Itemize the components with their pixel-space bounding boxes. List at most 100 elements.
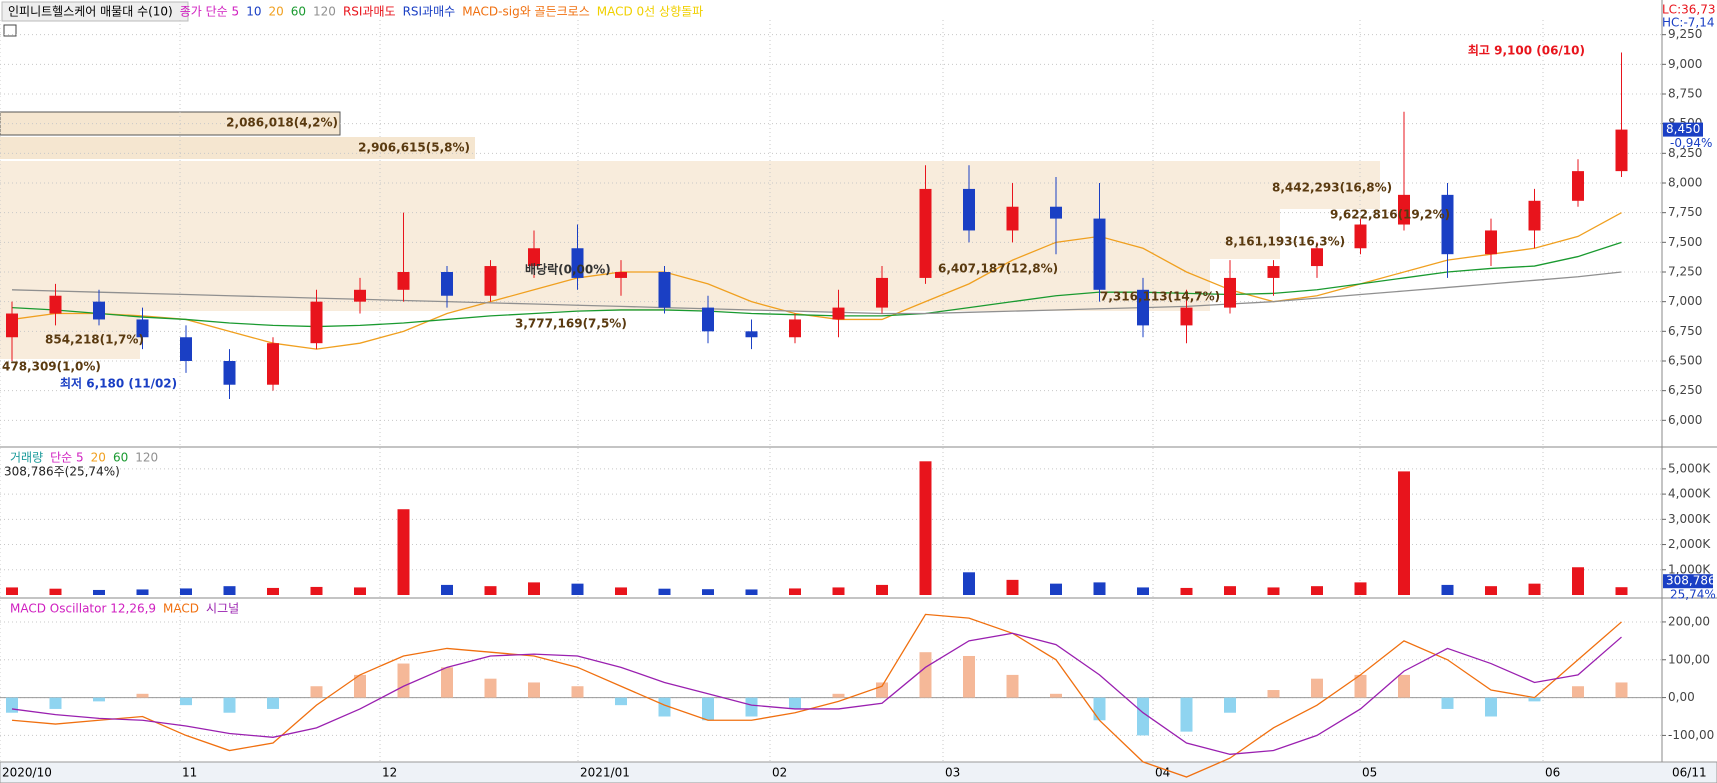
y-tick-label: -100,00 [1668, 728, 1714, 742]
y-tick-label: 1,000K [1668, 562, 1711, 576]
candle-body [397, 271, 410, 290]
legend-entry: 60 [113, 451, 128, 465]
candle-body [528, 248, 540, 267]
candle-body [1311, 248, 1323, 267]
x-tick-label: 06 [1545, 766, 1560, 780]
volume-bar [1050, 583, 1062, 595]
y-tick-label: 7,000 [1668, 294, 1702, 308]
x-tick-label: 05 [1362, 766, 1377, 780]
volume-bar [658, 588, 671, 595]
legend-entry: 인피니트헬스케어 매물대 수(10) [8, 5, 173, 19]
volume-bar [397, 509, 410, 595]
oscillator-bar [1137, 697, 1149, 736]
price-tag-box [1663, 122, 1703, 137]
volume-bar [1006, 579, 1019, 595]
candle-body [832, 307, 845, 320]
oscillator-bar [267, 697, 279, 709]
x-tick-label: 02 [772, 766, 787, 780]
volume-bar [702, 589, 714, 595]
y-tick-label: 6,750 [1668, 324, 1702, 338]
volume-bar [528, 582, 540, 595]
candle-body [1050, 206, 1062, 219]
oscillator-bar [180, 697, 192, 706]
candle-body [571, 248, 584, 278]
annotation: 854,218(1,7%) [45, 333, 144, 347]
y-tick-label: 6,000 [1668, 413, 1702, 427]
y-tick-label: 7,250 [1668, 264, 1702, 278]
oscillator-bar [528, 682, 540, 698]
candle-body [745, 331, 758, 338]
volume-bar [1137, 587, 1149, 595]
volume-bar [615, 587, 627, 595]
legend-entry: RSI과매수 [403, 5, 456, 19]
volume-bar [223, 586, 236, 595]
volume-bar [1528, 583, 1541, 595]
volume-bar [1485, 586, 1497, 595]
oscillator-bar [658, 697, 671, 717]
oscillator-bar [1311, 678, 1323, 698]
candle-body [1267, 266, 1280, 278]
candle-body [919, 188, 932, 278]
x-tick-label: 04 [1155, 766, 1170, 780]
candle-body [702, 307, 714, 332]
candle-body [789, 319, 801, 338]
annotation: 9,622,816(19,2%) [1330, 208, 1450, 222]
oscillator-bar [1354, 674, 1367, 698]
legend-entry: 120 [313, 5, 336, 19]
annotation: 최저 6,180 (11/02) [60, 376, 177, 391]
candle-body [1093, 218, 1106, 290]
legend-entry: 120 [135, 451, 158, 465]
volume-bar [484, 586, 497, 595]
candle-body [484, 266, 497, 296]
volume-bar [1180, 587, 1193, 595]
candle-body [1398, 194, 1410, 225]
y-tick-label: 100,00 [1668, 652, 1710, 666]
volume-profile [0, 111, 1380, 359]
candle-body [658, 271, 671, 308]
oscillator-bar [1224, 697, 1236, 713]
legend-entry: 60 [291, 5, 306, 19]
y-tick-label: 7,500 [1668, 235, 1702, 249]
legend-entry: 거래량 [10, 451, 43, 465]
legend-entry: 20 [91, 451, 106, 465]
table-icon[interactable] [3, 24, 17, 37]
candle-body [6, 313, 18, 338]
candle-body [963, 188, 975, 231]
oscillator-bar [1093, 697, 1106, 721]
band [0, 161, 1380, 209]
candle-body [136, 319, 149, 338]
annotation: 8,442,293(16,8%) [1272, 181, 1392, 195]
legend-entry: 단순 5 [50, 451, 84, 465]
indicator-line [11, 632, 1622, 755]
y-tick-label: 0,00 [1668, 690, 1695, 704]
oscillator-bar [310, 686, 323, 698]
indicator-value: LC:36,73 [1662, 3, 1715, 17]
candle-body [1528, 200, 1541, 231]
y-tick-label: 8,250 [1668, 146, 1702, 160]
candle-body [93, 301, 105, 320]
indicator-line [11, 613, 1622, 778]
volume-bar [6, 587, 18, 595]
annotation: 3,777,169(7,5%) [515, 317, 627, 331]
candle-body [49, 295, 62, 314]
annotation: 7,316,113(14,7%) [1100, 290, 1220, 304]
indicator-line [11, 212, 1622, 350]
y-tick-label: 7,750 [1668, 205, 1702, 219]
oscillator-bar [1050, 693, 1062, 698]
annotation: 478,309(1,0%) [2, 360, 101, 374]
volume-bar [1224, 586, 1236, 595]
volume-bar [1615, 587, 1628, 595]
oscillator-bar [354, 674, 366, 698]
oscillator-bar [832, 693, 845, 698]
annotation: 2,086,018(4,2%) [226, 116, 338, 130]
y-tick-label: 3,000K [1668, 512, 1711, 526]
y-tick-label: 9,000 [1668, 57, 1702, 71]
oscillator-bar [702, 697, 714, 721]
oscillator-bar [919, 652, 932, 698]
annotation: 배당락(0,00%) [525, 262, 611, 277]
oscillator-bar [1572, 686, 1584, 698]
oscillator-bar [789, 697, 801, 709]
indicator-value: HC:-7,14 [1662, 16, 1715, 30]
price-change: -0,94% [1670, 136, 1712, 150]
